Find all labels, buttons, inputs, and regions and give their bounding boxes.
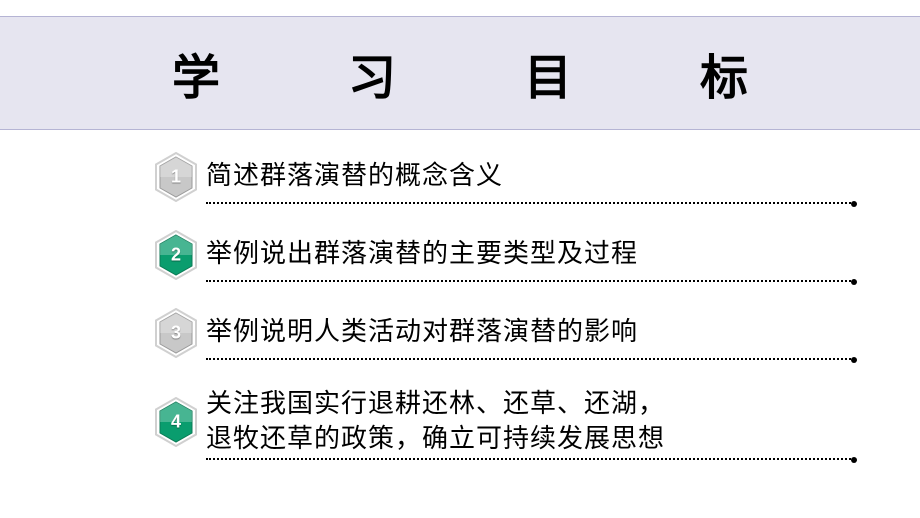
dotted-underline <box>206 458 854 460</box>
hexagon-bullet-icon: 1 <box>154 152 198 202</box>
hexagon-bullet-icon: 2 <box>154 230 198 280</box>
objective-text: 举例说明人类活动对群落演替的影响 <box>206 314 638 351</box>
bullet-number: 1 <box>171 167 181 188</box>
dotted-underline <box>206 358 854 360</box>
objective-item: 3 举例说明人类活动对群落演替的影响 <box>154 308 874 358</box>
end-dot-icon <box>851 357 857 363</box>
hexagon-bullet-icon: 3 <box>154 308 198 358</box>
objective-text: 举例说出群落演替的主要类型及过程 <box>206 236 638 273</box>
objective-item: 4 关注我国实行退耕还林、还草、还湖， 退牧还草的政策，确立可持续发展思想 <box>154 386 874 458</box>
objective-item: 1 简述群落演替的概念含义 <box>154 152 874 202</box>
objective-item: 2 举例说出群落演替的主要类型及过程 <box>154 230 874 280</box>
page-title: 学 习 目 标 <box>132 38 788 108</box>
objective-text: 关注我国实行退耕还林、还草、还湖， 退牧还草的政策，确立可持续发展思想 <box>206 386 665 458</box>
objective-text: 简述群落演替的概念含义 <box>206 158 503 195</box>
end-dot-icon <box>851 457 857 463</box>
objectives-list: 1 简述群落演替的概念含义 2 举例说出群落演替的主要类型及过程 3 举例说明人类活动… <box>154 152 874 486</box>
end-dot-icon <box>851 201 857 207</box>
dotted-underline <box>206 202 854 204</box>
title-band: 学 习 目 标 <box>0 16 920 130</box>
bullet-number: 4 <box>171 412 181 433</box>
hexagon-bullet-icon: 4 <box>154 397 198 447</box>
dotted-underline <box>206 280 854 282</box>
end-dot-icon <box>851 279 857 285</box>
bullet-number: 2 <box>171 245 181 266</box>
bullet-number: 3 <box>171 323 181 344</box>
